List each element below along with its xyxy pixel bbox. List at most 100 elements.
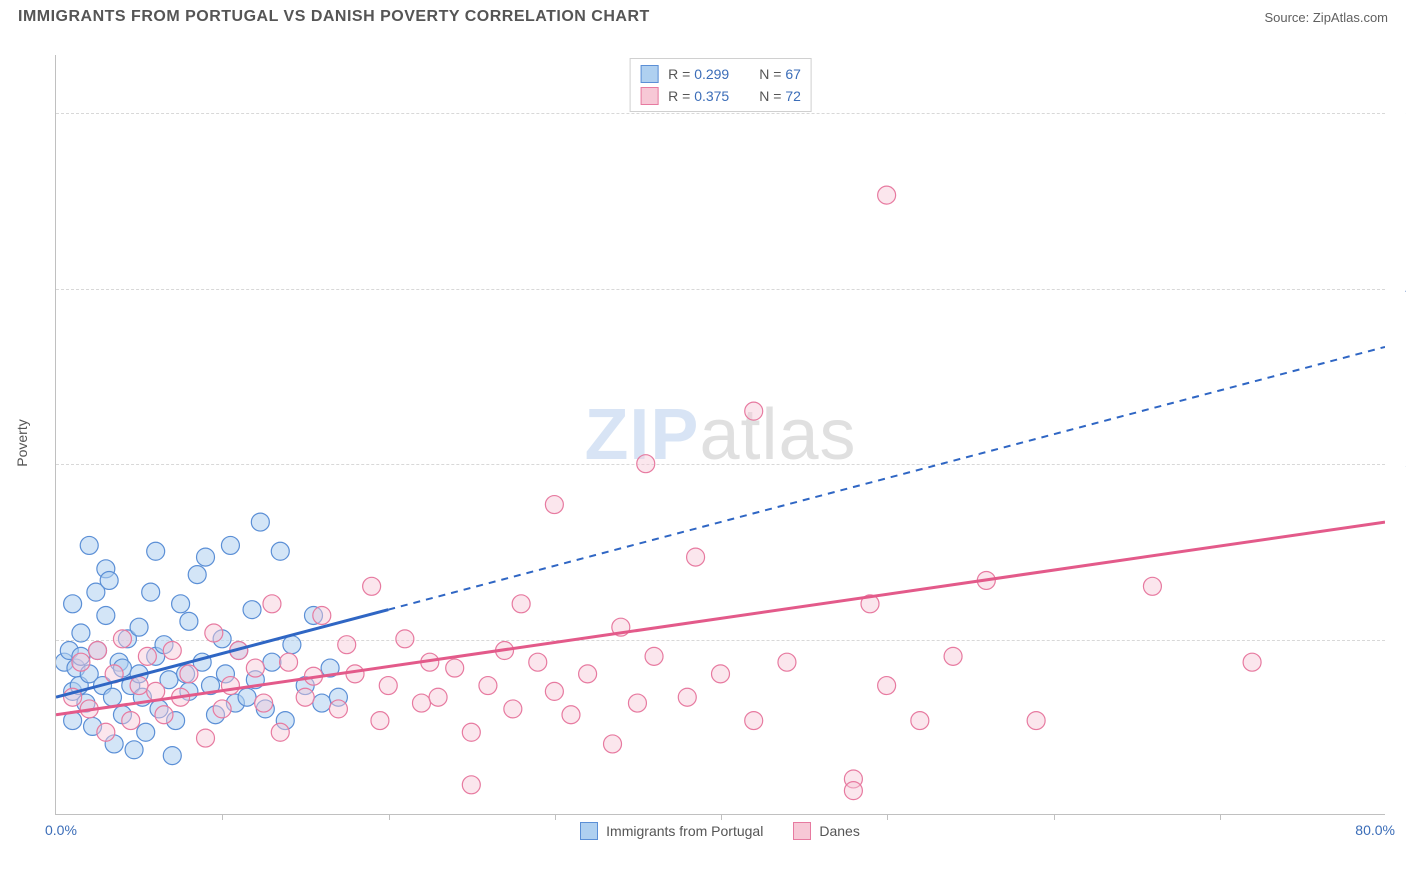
data-point (645, 647, 663, 665)
x-tick (389, 814, 390, 820)
data-point (221, 536, 239, 554)
data-point (412, 694, 430, 712)
legend-label: Danes (819, 823, 859, 839)
trend-line-extrapolated (388, 347, 1385, 610)
data-point (197, 729, 215, 747)
data-point (97, 723, 115, 741)
data-point (396, 630, 414, 648)
x-tick (721, 814, 722, 820)
data-point (878, 186, 896, 204)
data-point (1243, 653, 1261, 671)
data-point (687, 548, 705, 566)
data-point (479, 677, 497, 695)
data-point (138, 647, 156, 665)
data-point (512, 595, 530, 613)
data-point (137, 723, 155, 741)
data-point (263, 653, 281, 671)
data-point (155, 706, 173, 724)
data-point (911, 712, 929, 730)
data-point (878, 677, 896, 695)
data-point (243, 601, 261, 619)
data-point (263, 595, 281, 613)
data-point (80, 536, 98, 554)
series-legend: Immigrants from Portugal Danes (55, 822, 1385, 840)
data-point (64, 595, 82, 613)
data-point (122, 712, 140, 730)
x-tick (222, 814, 223, 820)
data-point (844, 782, 862, 800)
data-point (778, 653, 796, 671)
data-point (251, 513, 269, 531)
data-point (529, 653, 547, 671)
x-tick (1220, 814, 1221, 820)
data-point (100, 571, 118, 589)
data-point (180, 665, 198, 683)
data-point (271, 542, 289, 560)
data-point (379, 677, 397, 695)
data-point (103, 688, 121, 706)
legend-item: Immigrants from Portugal (580, 822, 763, 840)
data-point (296, 688, 314, 706)
data-point (678, 688, 696, 706)
data-point (113, 630, 131, 648)
data-point (246, 659, 264, 677)
x-tick (555, 814, 556, 820)
data-point (545, 682, 563, 700)
data-point (188, 566, 206, 584)
data-point (579, 665, 597, 683)
data-point (562, 706, 580, 724)
data-point (363, 577, 381, 595)
data-point (163, 747, 181, 765)
chart-title: IMMIGRANTS FROM PORTUGAL VS DANISH POVER… (18, 8, 650, 26)
data-point (346, 665, 364, 683)
data-point (280, 653, 298, 671)
data-point (271, 723, 289, 741)
data-point (745, 712, 763, 730)
data-point (429, 688, 447, 706)
data-point (197, 548, 215, 566)
data-point (130, 618, 148, 636)
data-point (147, 682, 165, 700)
legend-item: Danes (793, 822, 859, 840)
data-point (745, 402, 763, 420)
data-point (72, 653, 90, 671)
x-axis-max-label: 80.0% (1355, 822, 1395, 838)
data-point (604, 735, 622, 753)
y-axis-label: Poverty (14, 419, 30, 466)
source-attribution: Source: ZipAtlas.com (1264, 10, 1388, 25)
data-point (313, 607, 331, 625)
x-tick (1054, 814, 1055, 820)
data-point (142, 583, 160, 601)
data-point (628, 694, 646, 712)
data-point (545, 496, 563, 514)
data-point (462, 723, 480, 741)
data-point (504, 700, 522, 718)
chart-plot-area: 15.0%30.0%45.0%60.0% ZIPatlas R = 0.299N… (55, 55, 1385, 815)
data-point (213, 700, 231, 718)
data-point (163, 642, 181, 660)
data-point (147, 542, 165, 560)
data-point (1027, 712, 1045, 730)
data-point (446, 659, 464, 677)
data-point (944, 647, 962, 665)
data-point (205, 624, 223, 642)
x-tick (887, 814, 888, 820)
data-point (371, 712, 389, 730)
data-point (130, 677, 148, 695)
data-point (172, 595, 190, 613)
data-point (1143, 577, 1161, 595)
data-point (89, 642, 107, 660)
data-point (329, 700, 347, 718)
data-point (97, 607, 115, 625)
data-point (283, 636, 301, 654)
data-point (338, 636, 356, 654)
data-point (712, 665, 730, 683)
data-point (313, 694, 331, 712)
legend-swatch (793, 822, 811, 840)
data-point (238, 688, 256, 706)
data-point (72, 624, 90, 642)
legend-label: Immigrants from Portugal (606, 823, 763, 839)
data-point (255, 694, 273, 712)
data-point (180, 612, 198, 630)
scatter-plot (56, 55, 1385, 814)
